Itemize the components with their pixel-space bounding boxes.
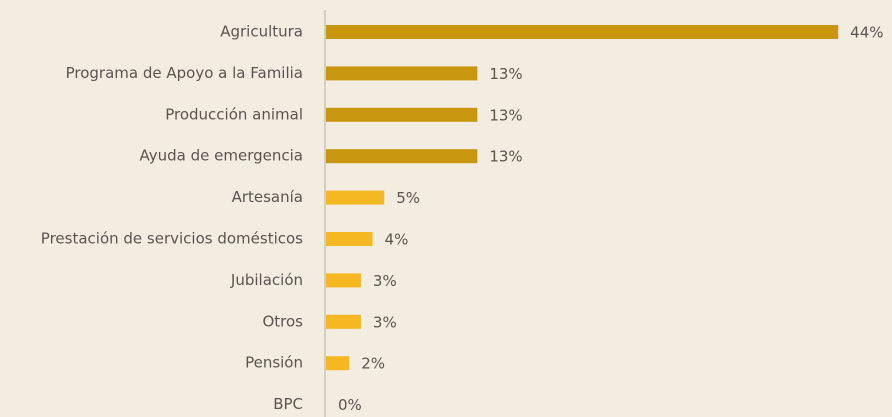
category-label: Artesanía (232, 188, 303, 206)
value-label: 4% (385, 231, 409, 249)
value-label: 3% (373, 272, 397, 290)
category-label: Prestación de servicios domésticos (41, 230, 303, 248)
category-label: Otros (262, 312, 303, 330)
bar (326, 66, 478, 81)
bar (326, 356, 350, 371)
bar (326, 107, 478, 122)
value-label: 3% (373, 313, 397, 331)
bar (326, 273, 361, 288)
bar (326, 232, 373, 246)
bar (326, 25, 839, 39)
category-label: BPC (273, 395, 303, 413)
category-label: Producción animal (165, 105, 303, 123)
value-label: 2% (361, 355, 385, 373)
value-label: 0% (338, 396, 362, 414)
value-label: 13% (489, 106, 522, 124)
bar (326, 190, 385, 205)
bar (326, 149, 478, 164)
value-label: 5% (396, 189, 420, 207)
bar (326, 314, 361, 329)
value-label: 13% (489, 65, 522, 83)
category-label: Jubilación (230, 271, 303, 289)
category-label: Pensión (245, 354, 303, 372)
category-label: Agricultura (220, 23, 303, 41)
category-label: Programa de Apoyo a la Familia (66, 64, 303, 82)
value-label: 44% (850, 24, 883, 42)
category-label: Ayuda de emergencia (140, 147, 303, 165)
value-label: 13% (489, 148, 522, 166)
